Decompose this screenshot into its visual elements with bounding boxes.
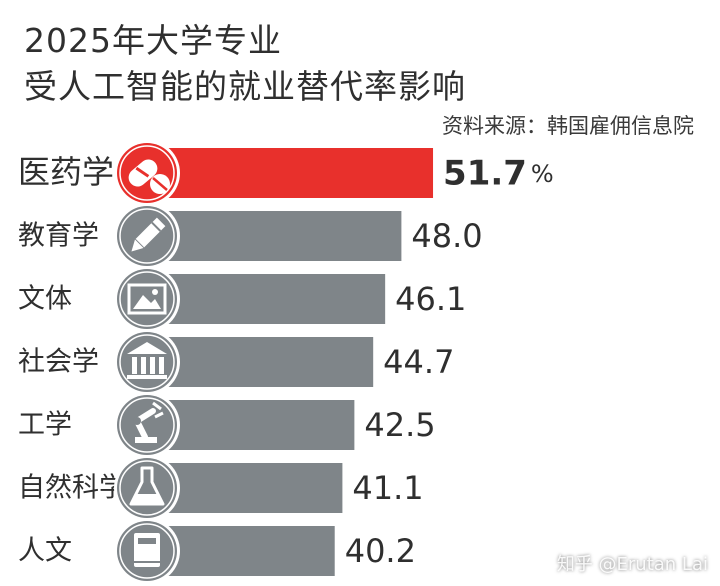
value-label: 46.1 [395,280,466,318]
category-label: 工学 [18,410,72,441]
bar [162,463,343,513]
picture-icon [114,266,180,332]
category-label: 教育学 [18,221,99,252]
chart-title-line-2: 受人工智能的就业替代率影响 [24,67,466,106]
category-label: 社会学 [18,347,99,378]
bar [162,274,386,324]
bar [162,526,335,576]
watermark: 知乎 @Erutan Lai [556,554,708,575]
value-label: 51.7% [443,154,554,194]
value-label: 48.0 [411,217,482,255]
chart-title-line-1: 2025年大学专业 [24,21,282,60]
value-label: 40.2 [345,532,416,570]
value-label: 41.1 [352,469,423,507]
category-label: 医药学 [18,153,114,191]
pencil-icon [114,203,180,269]
category-label: 人文 [18,536,72,567]
source-note: 资料来源：韩国雇佣信息院 [442,114,694,138]
book-icon [114,518,180,584]
bar [162,148,434,198]
bar [162,337,374,387]
museum-icon [114,329,180,395]
robot-arm-icon [114,392,180,458]
flask-icon [114,455,180,521]
pill-icon [114,140,180,206]
value-label: 42.5 [364,406,435,444]
bar [162,211,402,261]
value-label: 44.7 [383,343,454,381]
bar [162,400,355,450]
category-label: 自然科学 [18,473,126,504]
category-label: 文体 [18,284,72,315]
